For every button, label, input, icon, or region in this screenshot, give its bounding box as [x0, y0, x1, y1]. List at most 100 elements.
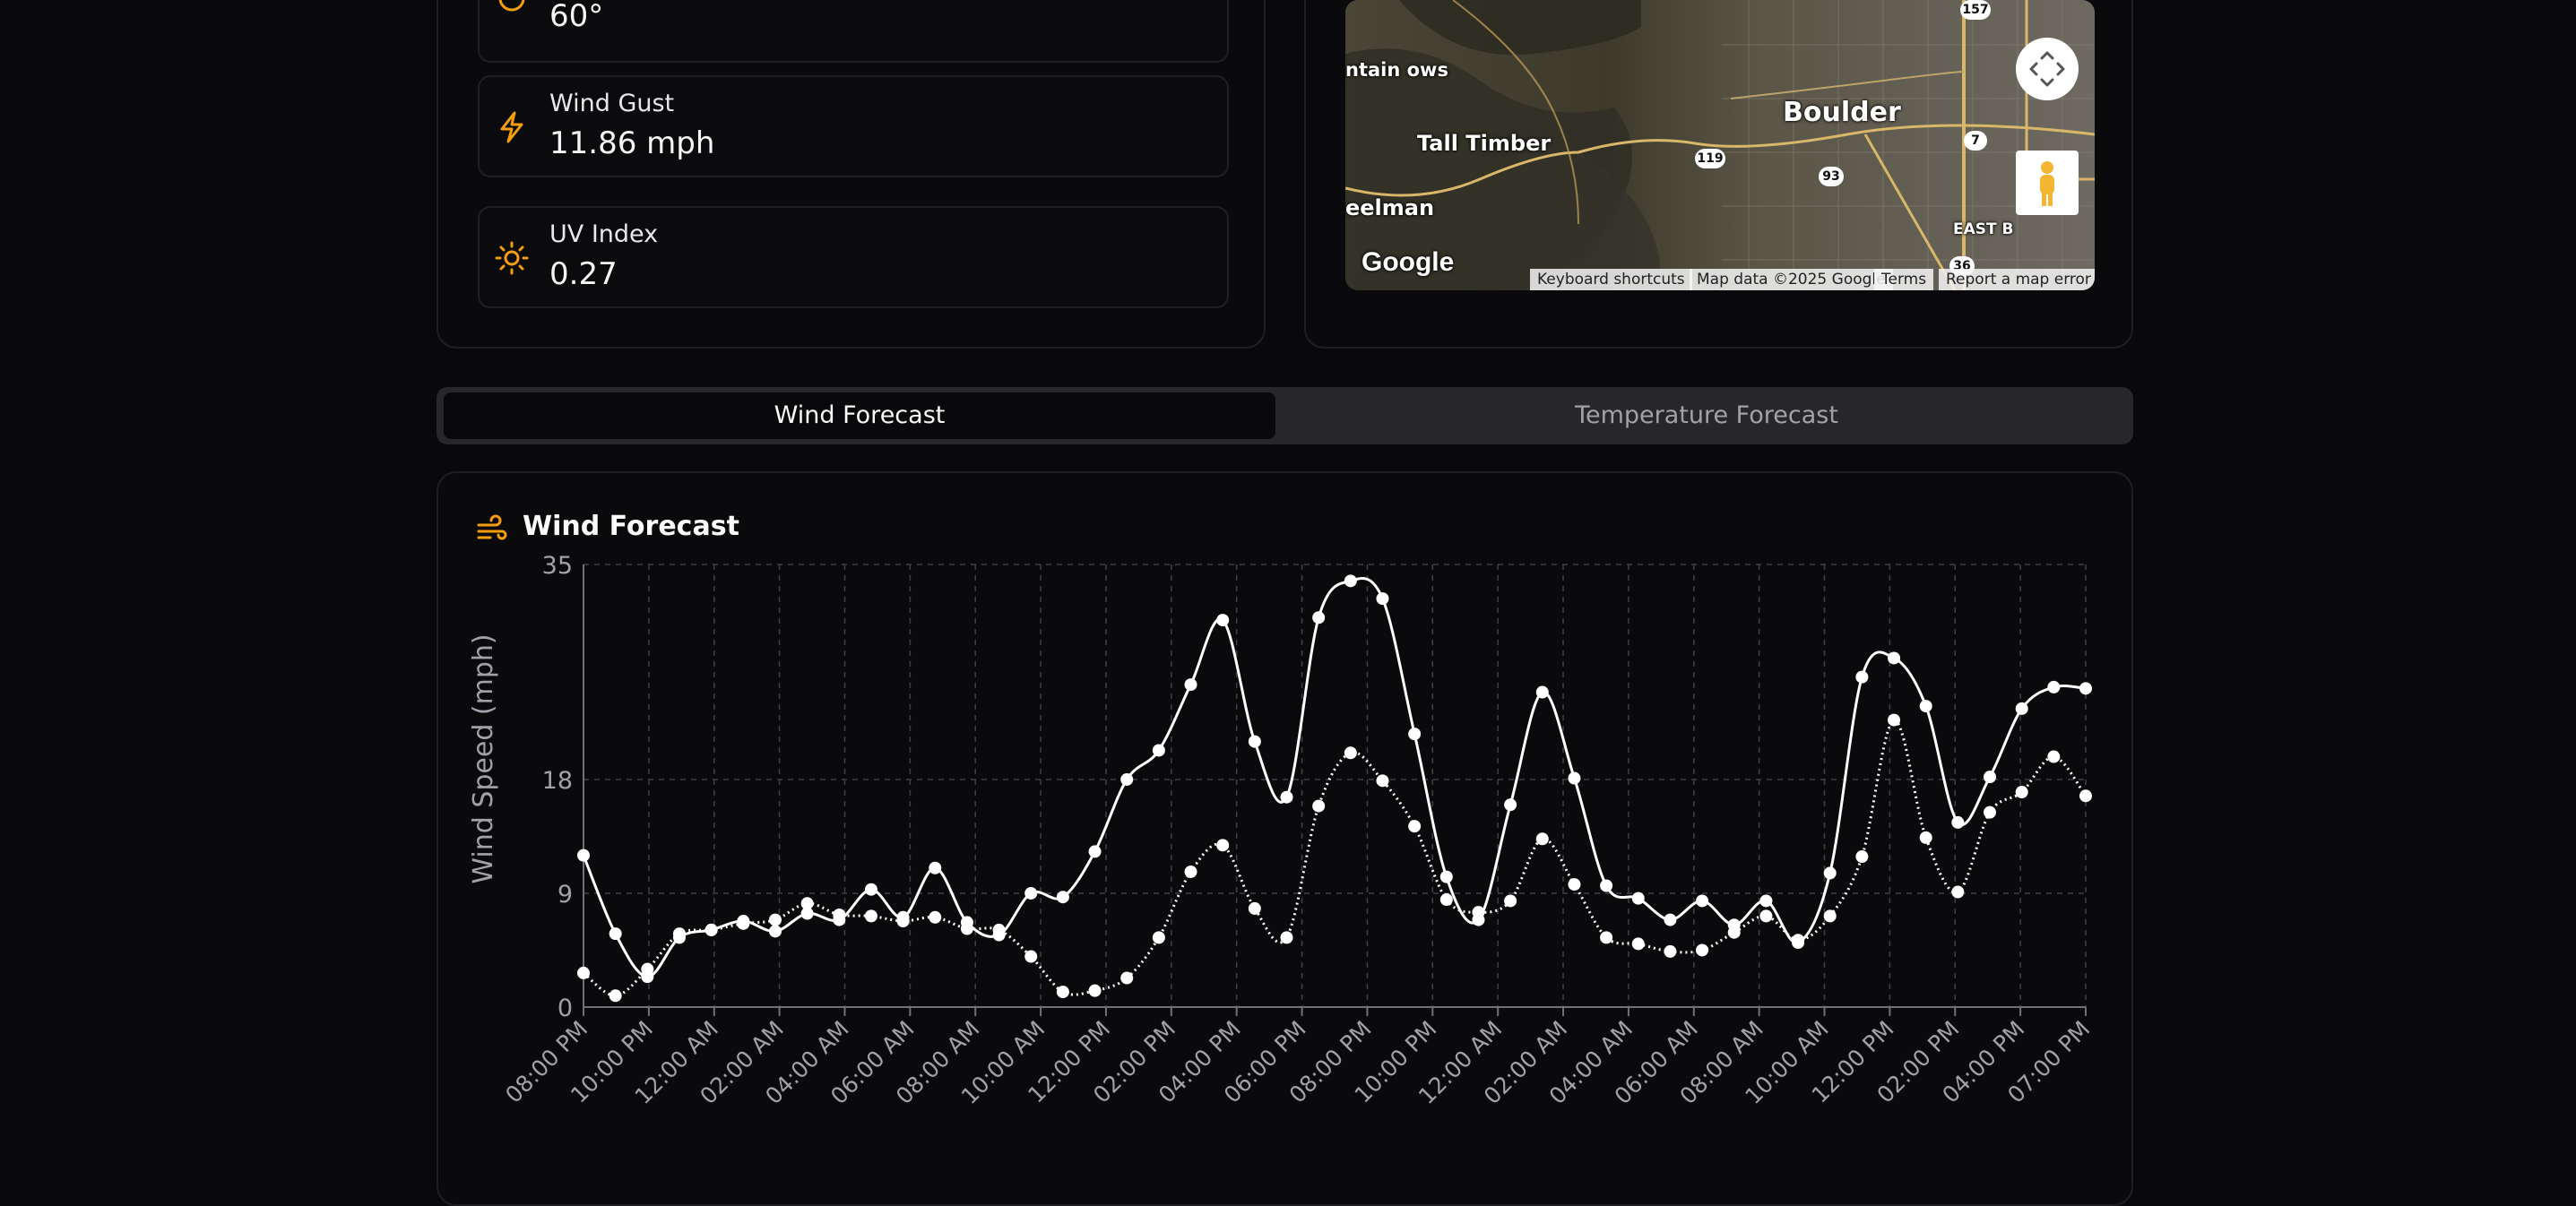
- report-map-error-link[interactable]: Report a map error: [1939, 269, 2095, 290]
- map-place-label: EAST B: [1953, 220, 2014, 238]
- wind-gust-point: [1504, 798, 1517, 812]
- wind-gust-point: [1984, 771, 1997, 784]
- wind-speed-point: [1056, 986, 1069, 999]
- wind-speed-point: [1152, 931, 1165, 944]
- wind-speed-point: [2079, 789, 2092, 803]
- google-logo: Google: [1361, 247, 1455, 277]
- wind-speed-point: [1088, 984, 1102, 997]
- map-place-label: Boulder: [1783, 97, 1901, 128]
- map-place-label: ntain ows: [1345, 59, 1448, 81]
- stat-card-uv-index: UV Index 0.27: [478, 206, 1229, 308]
- tab-wind-forecast[interactable]: Wind Forecast: [444, 392, 1275, 439]
- wind-speed-point: [1344, 746, 1357, 760]
- wind-gust-point: [1759, 894, 1773, 908]
- move-arrows-icon: [2029, 51, 2065, 87]
- wind-speed-point: [672, 927, 686, 941]
- wind-speed-point: [1727, 926, 1741, 939]
- route-shield: 7: [1964, 131, 1987, 151]
- wind-icon: [477, 514, 507, 540]
- current-conditions-panel: 60° Wind Gust 11.86 mph UV Index 0.27: [437, 0, 1266, 349]
- wind-speed-point: [1439, 893, 1453, 907]
- wind-gust-point: [1376, 592, 1389, 606]
- wind-speed-point: [992, 923, 1006, 936]
- wind-gust-point: [1408, 728, 1422, 741]
- wind-speed-point: [1408, 820, 1422, 833]
- map-place-label: eelman: [1345, 195, 1435, 220]
- stat-label: UV Index: [549, 220, 659, 248]
- wind-gust-point: [1120, 772, 1134, 786]
- wind-speed-point: [1888, 713, 1901, 727]
- wind-speed-point: [1472, 906, 1485, 919]
- wind-speed-point: [1024, 950, 1038, 963]
- wind-speed-point: [1184, 865, 1197, 878]
- sun-icon: [495, 241, 529, 275]
- stat-card-wind-gust: Wind Gust 11.86 mph: [478, 75, 1229, 177]
- wind-gust-point: [929, 861, 942, 874]
- stat-label: Wind Gust: [549, 90, 675, 117]
- wind-speed-point: [1248, 901, 1261, 915]
- terms-link[interactable]: Terms: [1874, 269, 1934, 290]
- wind-speed-point: [609, 989, 622, 1003]
- wind-speed-point: [1792, 934, 1805, 947]
- wind-gust-point: [1855, 670, 1869, 684]
- wind-speed-point: [1600, 931, 1613, 944]
- wind-gust-point: [1664, 913, 1677, 926]
- y-tick-label: 0: [558, 995, 573, 1022]
- wind-speed-point: [2047, 750, 2061, 763]
- wind-gust-point: [1152, 744, 1165, 757]
- stat-value: 0.27: [549, 256, 618, 292]
- route-shield: 119: [1695, 149, 1725, 168]
- wind-gust-point: [1088, 845, 1102, 858]
- stat-value: 11.86 mph: [549, 125, 715, 161]
- wind-speed-point: [1216, 839, 1230, 852]
- wind-gust-point: [2015, 702, 2028, 715]
- wind-gust-point: [1439, 870, 1453, 883]
- wind-gust-point: [1568, 771, 1581, 785]
- satellite-map[interactable]: ntain ows Tall Timber Boulder eelman EAS…: [1345, 0, 2095, 290]
- wind-speed-point: [2015, 786, 2028, 799]
- wind-speed-point: [1376, 774, 1389, 788]
- wind-speed-point: [833, 908, 846, 921]
- keyboard-shortcuts-link[interactable]: Keyboard shortcuts: [1530, 269, 1692, 290]
- wind-speed-point: [1280, 931, 1293, 944]
- wind-speed-point: [1696, 943, 1709, 957]
- wind-gust-point: [1696, 894, 1709, 908]
- stat-card-temperature: 60°: [478, 0, 1229, 63]
- tab-temperature-forecast[interactable]: Temperature Forecast: [1575, 401, 1838, 429]
- wind-speed-point: [1984, 805, 1997, 819]
- wind-gust-point: [1344, 574, 1357, 588]
- wind-speed-point: [960, 922, 973, 935]
- map-pan-control[interactable]: [2016, 38, 2079, 100]
- lightning-icon: [500, 111, 523, 143]
- y-tick-label: 35: [542, 552, 573, 580]
- wind-gust-point: [1919, 700, 1932, 713]
- wind-speed-point: [1631, 937, 1645, 951]
- y-tick-label: 9: [558, 881, 573, 909]
- street-view-pegman[interactable]: [2016, 151, 2079, 215]
- wind-gust-point: [1216, 614, 1230, 627]
- wind-gust-point: [1823, 866, 1837, 880]
- wind-speed-point: [705, 923, 718, 936]
- map-place-label: Tall Timber: [1417, 131, 1552, 156]
- wind-gust-line: [582, 577, 2087, 978]
- wind-speed-point: [800, 897, 814, 910]
- wind-speed-point: [1312, 799, 1326, 813]
- pegman-icon: [2040, 161, 2054, 206]
- route-shield: 93: [1819, 167, 1844, 186]
- location-map-panel: ntain ows Tall Timber Boulder eelman EAS…: [1304, 0, 2133, 349]
- wind-speed-point: [1120, 971, 1134, 985]
- wind-gust-point: [1024, 886, 1038, 900]
- route-shield: 157: [1960, 0, 1991, 20]
- wind-gust-point: [1888, 651, 1901, 665]
- wind-gust-point: [1184, 678, 1197, 692]
- wind-gust-point: [609, 927, 622, 941]
- wind-speed-point: [577, 966, 590, 979]
- wind-forecast-panel: Wind Forecast 08:00 PM 10:00 PM 12:00 AM 02…: [437, 471, 2133, 1206]
- wind-speed-point: [929, 910, 942, 924]
- wind-speed-point: [641, 962, 654, 976]
- wind-gust-point: [864, 883, 877, 896]
- gauge-icon: [498, 0, 525, 12]
- wind-gust-point: [577, 849, 590, 862]
- wind-gust-point: [1951, 815, 1965, 829]
- wind-gust-point: [800, 907, 814, 920]
